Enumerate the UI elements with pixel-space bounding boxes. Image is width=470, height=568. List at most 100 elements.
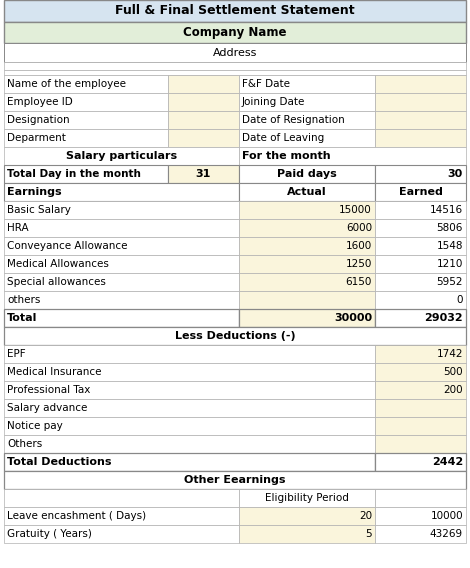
Text: Company Name: Company Name: [183, 26, 287, 39]
Text: 20: 20: [359, 511, 372, 521]
Bar: [4, 525, 239, 543]
Bar: [375, 111, 466, 129]
Text: Conveyance Allowance: Conveyance Allowance: [7, 241, 127, 251]
Text: EPF: EPF: [7, 349, 26, 359]
Bar: [239, 183, 375, 201]
Text: 6150: 6150: [345, 277, 372, 287]
Text: Earnings: Earnings: [7, 187, 62, 197]
Text: 2442: 2442: [432, 457, 463, 467]
Bar: [375, 309, 466, 327]
Bar: [4, 111, 168, 129]
Text: Designation: Designation: [7, 115, 70, 125]
Text: 6000: 6000: [346, 223, 372, 233]
Text: 30000: 30000: [334, 313, 372, 323]
Bar: [375, 399, 466, 417]
Bar: [4, 471, 466, 489]
Bar: [4, 417, 375, 435]
Text: Professional Tax: Professional Tax: [7, 385, 90, 395]
Text: others: others: [7, 295, 40, 305]
Bar: [4, 201, 239, 219]
Text: 31: 31: [196, 169, 211, 179]
Text: Total Day in the month: Total Day in the month: [7, 169, 141, 179]
Text: Salary particulars: Salary particulars: [66, 151, 177, 161]
Bar: [4, 0, 466, 22]
Bar: [4, 489, 239, 507]
Text: 1250: 1250: [345, 259, 372, 269]
Text: Deparment: Deparment: [7, 133, 66, 143]
Bar: [375, 435, 466, 453]
Bar: [168, 111, 239, 129]
Text: HRA: HRA: [7, 223, 29, 233]
Bar: [4, 147, 239, 165]
Text: Employee ID: Employee ID: [7, 97, 73, 107]
Bar: [375, 93, 466, 111]
Bar: [4, 435, 375, 453]
Bar: [4, 237, 239, 255]
Text: 1600: 1600: [346, 241, 372, 251]
Bar: [375, 363, 466, 381]
Bar: [4, 255, 239, 273]
Bar: [375, 255, 466, 273]
Bar: [4, 399, 375, 417]
Bar: [168, 75, 239, 93]
Bar: [168, 93, 239, 111]
Text: Salary advance: Salary advance: [7, 403, 87, 413]
Bar: [4, 93, 168, 111]
Text: Joining Date: Joining Date: [242, 97, 306, 107]
Text: 29032: 29032: [424, 313, 463, 323]
Bar: [375, 417, 466, 435]
Bar: [4, 309, 239, 327]
Bar: [4, 219, 239, 237]
Text: 500: 500: [443, 367, 463, 377]
Text: Notice pay: Notice pay: [7, 421, 63, 431]
Bar: [168, 165, 239, 183]
Text: For the month: For the month: [242, 151, 330, 161]
Bar: [239, 93, 375, 111]
Bar: [375, 129, 466, 147]
Bar: [375, 75, 466, 93]
Bar: [4, 363, 375, 381]
Bar: [4, 507, 239, 525]
Bar: [375, 525, 466, 543]
Bar: [4, 183, 239, 201]
Text: Date of Leaving: Date of Leaving: [242, 133, 324, 143]
Text: 5: 5: [365, 529, 372, 539]
Bar: [239, 507, 375, 525]
Text: Medical Allowances: Medical Allowances: [7, 259, 109, 269]
Text: Address: Address: [213, 48, 257, 57]
Text: 14516: 14516: [430, 205, 463, 215]
Text: Others: Others: [7, 439, 42, 449]
Bar: [4, 43, 466, 62]
Text: F&F Date: F&F Date: [242, 79, 290, 89]
Bar: [4, 327, 466, 345]
Bar: [4, 291, 239, 309]
Bar: [4, 129, 168, 147]
Bar: [4, 381, 375, 399]
Text: Less Deductions (-): Less Deductions (-): [175, 331, 295, 341]
Bar: [239, 165, 375, 183]
Text: Special allowances: Special allowances: [7, 277, 106, 287]
Text: 200: 200: [443, 385, 463, 395]
Bar: [375, 273, 466, 291]
Text: 5806: 5806: [437, 223, 463, 233]
Text: Full & Final Settlement Statement: Full & Final Settlement Statement: [115, 5, 355, 18]
Bar: [239, 273, 375, 291]
Text: 1210: 1210: [437, 259, 463, 269]
Text: 15000: 15000: [339, 205, 372, 215]
Bar: [239, 201, 375, 219]
Bar: [375, 201, 466, 219]
Text: 1742: 1742: [437, 349, 463, 359]
Bar: [239, 129, 375, 147]
Bar: [4, 75, 168, 93]
Text: Other Eearnings: Other Eearnings: [184, 475, 286, 485]
Bar: [375, 489, 466, 507]
Bar: [239, 219, 375, 237]
Text: 30: 30: [448, 169, 463, 179]
Bar: [4, 453, 375, 471]
Text: 5952: 5952: [437, 277, 463, 287]
Bar: [375, 453, 466, 471]
Text: Total: Total: [7, 313, 38, 323]
Bar: [4, 22, 466, 43]
Bar: [375, 165, 466, 183]
Text: Total Deductions: Total Deductions: [7, 457, 111, 467]
